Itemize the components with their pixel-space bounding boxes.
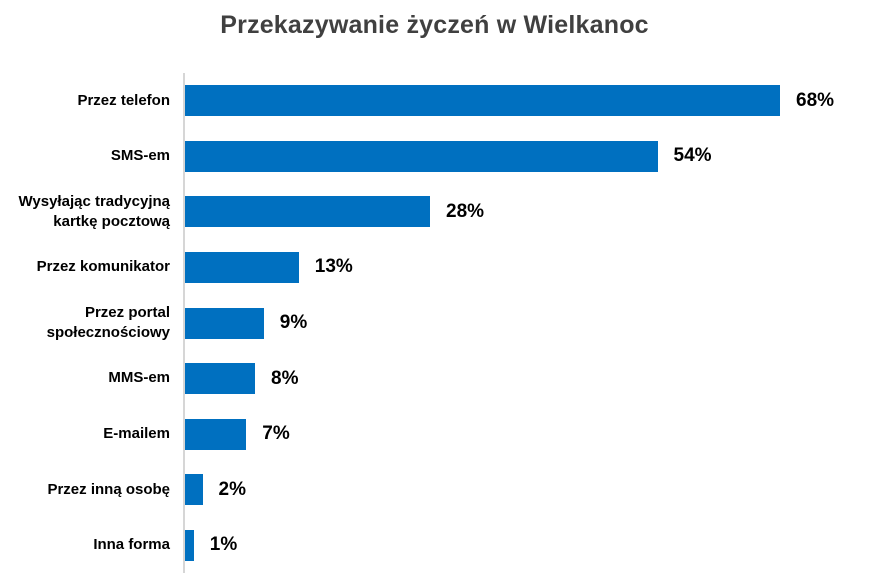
bar: [185, 140, 658, 172]
bar: [185, 474, 203, 506]
category-label: Przez portal społecznościowy: [46, 303, 170, 342]
bar: [185, 418, 247, 450]
value-label: 1%: [209, 534, 238, 556]
bar-row: Wysyłając tradycyjną kartkę pocztową 28%: [0, 184, 869, 240]
bar-row: SMS-em 54%: [0, 128, 869, 185]
category-label: Przez telefon: [77, 91, 170, 109]
category-label: Przez inną osobę: [47, 480, 170, 498]
value-label: 9%: [279, 312, 308, 334]
bar-row: Przez komunikator 13%: [0, 239, 869, 296]
bar: [185, 529, 194, 561]
bar-area: 2%: [183, 461, 869, 518]
category-label: Inna forma: [93, 536, 170, 554]
bar-area: 54%: [183, 128, 869, 185]
value-label: 8%: [271, 367, 299, 389]
category-label: Wysyłając tradycyjną kartkę pocztową: [18, 192, 170, 230]
bar-area: 7%: [183, 406, 869, 462]
bar-row: Przez inną osobę 2%: [0, 461, 869, 518]
value-label: 28%: [446, 200, 485, 222]
category-label: Przez komunikator: [36, 258, 170, 276]
value-label: 68%: [796, 89, 835, 111]
chart-title: Przekazywanie życzeń w Wielkanoc: [220, 11, 649, 39]
bar-area: 28%: [183, 184, 869, 240]
bar: [185, 363, 255, 395]
bar-area: 68%: [183, 73, 869, 129]
bar-area: 8%: [183, 350, 869, 407]
bar: [185, 196, 430, 228]
value-label: 7%: [262, 423, 290, 445]
bar-row: E-mailem 7%: [0, 406, 869, 462]
bar-area: 9%: [183, 295, 869, 351]
bar: [185, 85, 780, 117]
bar-chart: Przez telefon 68% SMS-em 54% Wysyłając trady…: [0, 73, 869, 574]
bar: [185, 307, 264, 339]
bar-area: 1%: [183, 517, 869, 574]
category-label: MMS-em: [108, 369, 170, 387]
category-label: E-mailem: [103, 425, 170, 443]
bar-row: Przez telefon 68%: [0, 73, 869, 129]
bar-row: Przez portal społecznościowy 9%: [0, 295, 869, 351]
value-label: 54%: [673, 145, 712, 167]
value-label: 2%: [218, 478, 246, 500]
bar-row: Inna forma 1%: [0, 517, 869, 574]
bar-area: 13%: [183, 239, 869, 296]
category-label: SMS-em: [110, 147, 170, 165]
bar: [185, 251, 299, 283]
bar-row: MMS-em 8%: [0, 350, 869, 407]
value-label: 13%: [314, 256, 353, 278]
